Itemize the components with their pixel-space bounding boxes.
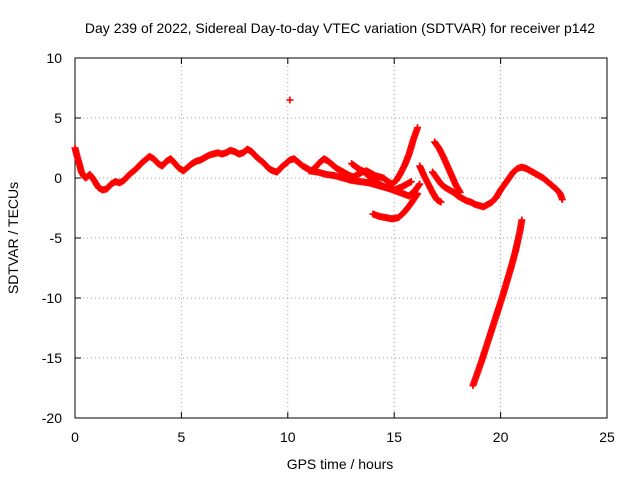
y-tick-label: -5 [50,230,63,246]
x-axis-label: GPS time / hours [287,456,394,472]
x-tick-label: 15 [386,429,402,445]
data-point [414,190,422,198]
y-tick-label: 0 [54,170,62,186]
y-tick-label: -10 [42,290,62,306]
y-axis-label: SDTVAR / TECUs [5,182,21,294]
data-point [415,181,423,189]
y-tick-label: 10 [46,50,62,66]
data-point [286,96,294,104]
x-tick-label: 10 [280,429,296,445]
x-tick-label: 25 [599,429,615,445]
x-tick-label: 0 [71,429,79,445]
y-tick-label: 5 [54,110,62,126]
data-point [437,198,445,206]
x-tick-label: 5 [178,429,186,445]
data-point [518,216,526,224]
data-point [407,178,415,186]
data-point [456,188,464,196]
x-tick-label: 20 [493,429,509,445]
data-point [414,124,422,132]
y-tick-label: -20 [42,410,62,426]
axis-ticks: 0 5 10 15 20 25 -20 -15 -10 -5 0 5 10 [42,50,615,445]
y-tick-label: -15 [42,350,62,366]
data-point [416,180,424,188]
grid [75,58,607,418]
chart-title: Day 239 of 2022, Sidereal Day-to-day VTE… [85,20,595,36]
data-points [71,96,566,390]
data-point [558,196,566,204]
